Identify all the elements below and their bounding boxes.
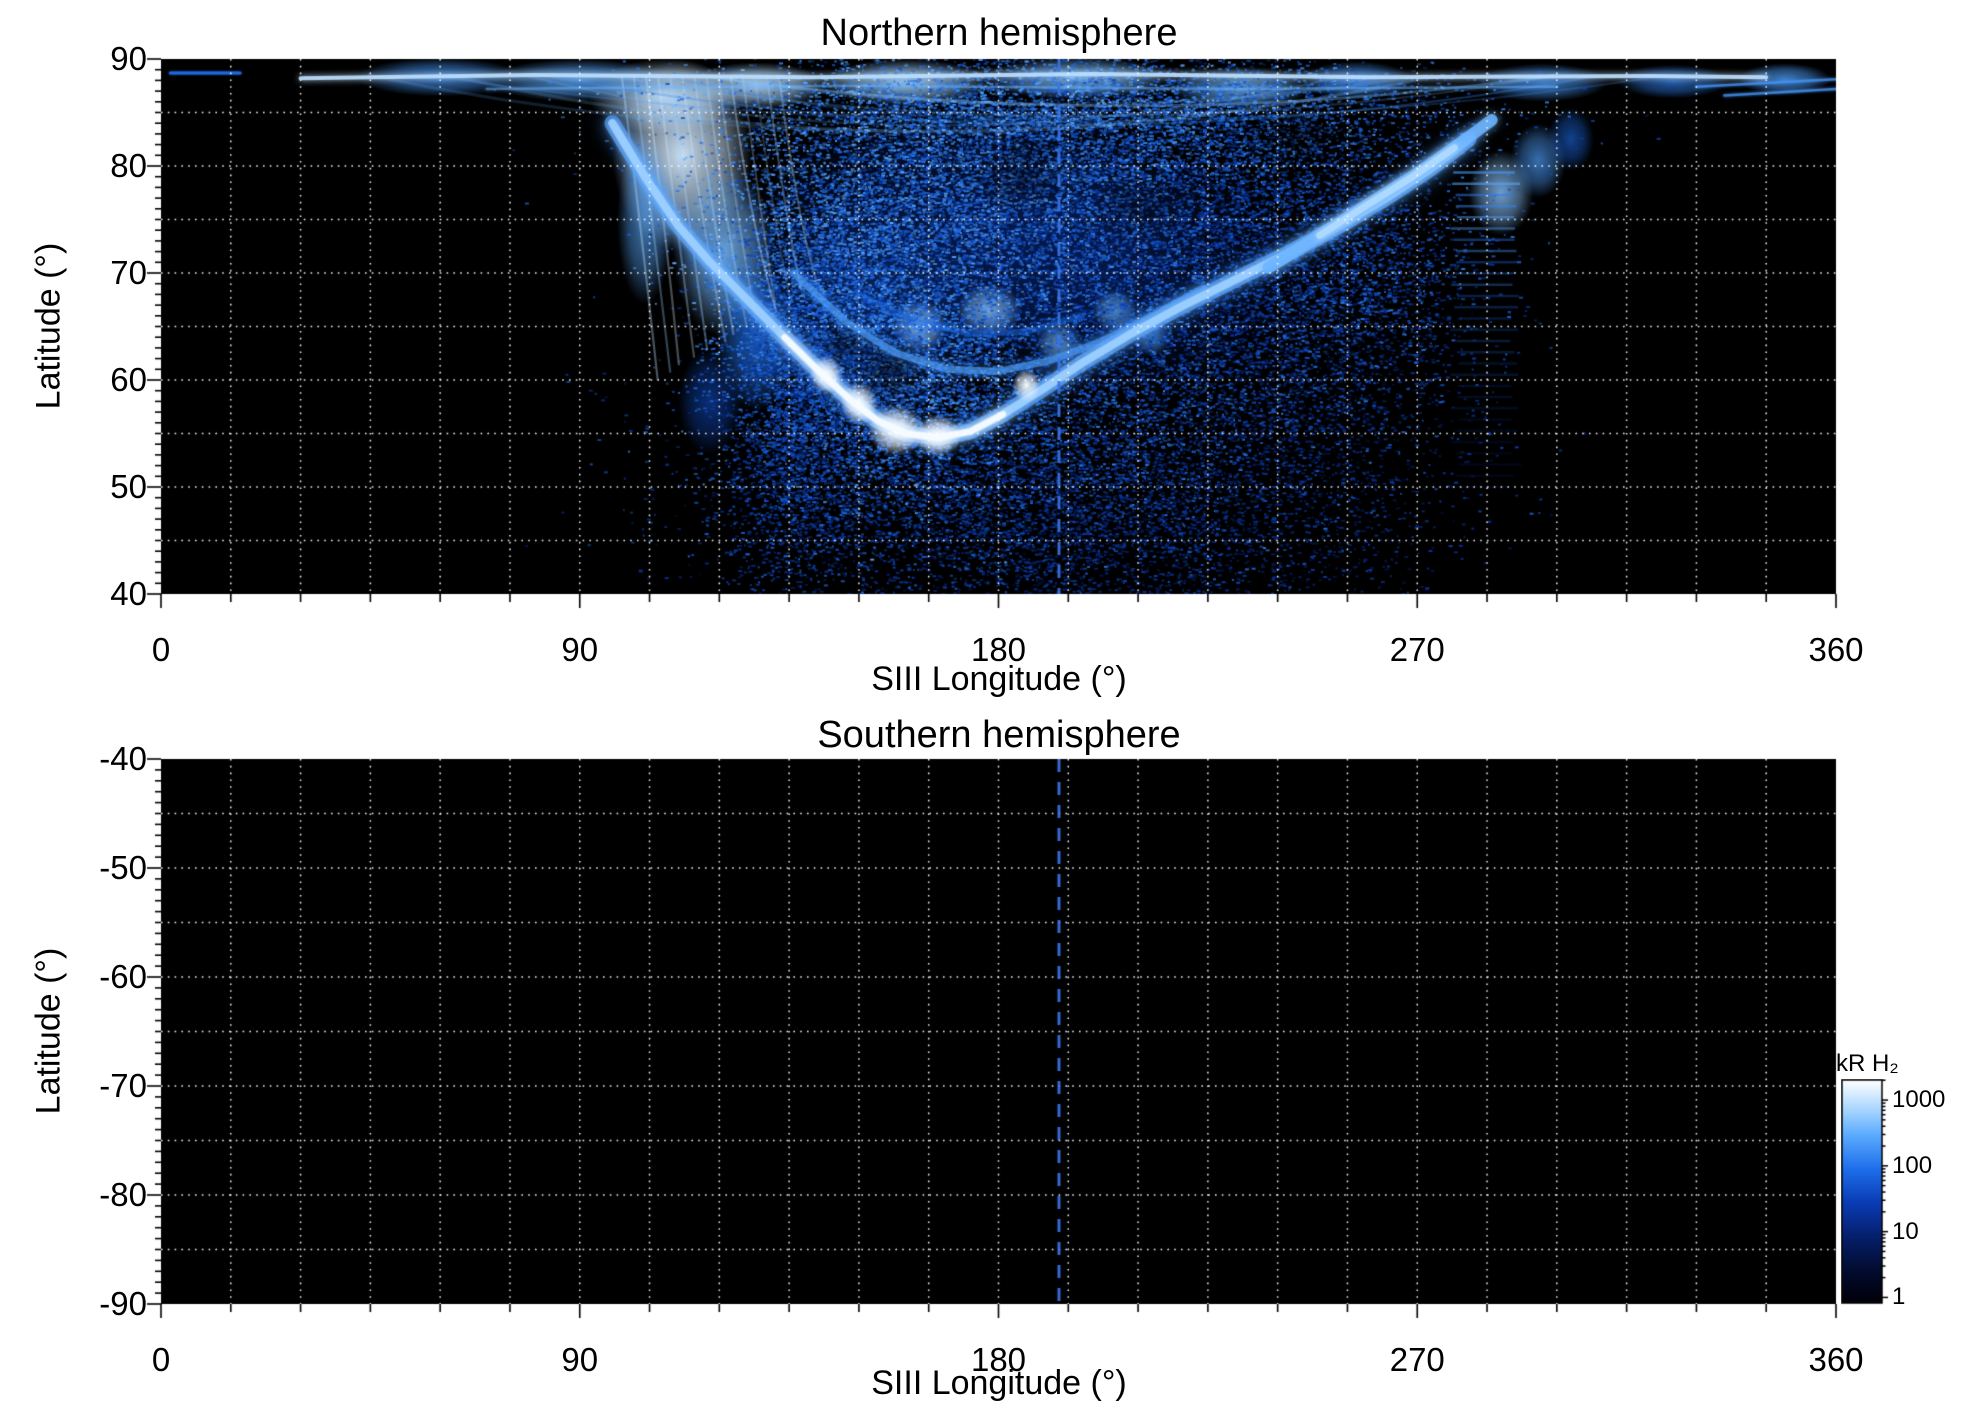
north-x-tick-label: 0 — [151, 631, 171, 668]
north-x-tick-label: 180 — [970, 631, 1027, 668]
south-y-tick-label: -90 — [99, 1285, 147, 1322]
north-x-axis-label: SIII Longitude (°) — [871, 660, 1127, 698]
south-y-tick-label: -40 — [99, 740, 147, 777]
north-x-tick-label: 360 — [1808, 631, 1864, 668]
southern-hemisphere-heatmap — [131, 729, 1866, 1334]
south-x-tick-label: 180 — [970, 1341, 1027, 1378]
north-x-tick-label: 90 — [561, 631, 599, 668]
south-x-tick-label: 360 — [1808, 1341, 1864, 1378]
colorbar-tick-label: 1 — [1892, 1283, 1906, 1311]
south-y-tick-label: -80 — [99, 1176, 147, 1213]
colorbar — [1841, 1079, 1891, 1305]
south-y-tick-label: -70 — [99, 1067, 147, 1104]
northern-hemisphere-heatmap — [131, 29, 1866, 624]
colorbar-tick-label: 1000 — [1892, 1086, 1946, 1114]
north-y-tick-label: 90 — [110, 40, 147, 77]
south-x-tick-label: 90 — [561, 1341, 599, 1378]
north-y-tick-label: 60 — [110, 361, 147, 398]
north-y-tick-label: 40 — [110, 575, 147, 612]
north-x-tick-label: 270 — [1389, 631, 1445, 668]
colorbar-unit-label: kR H₂ — [1836, 1050, 1899, 1077]
north-y-axis-label: Latitude (°) — [29, 242, 68, 410]
south-y-tick-label: -60 — [99, 958, 147, 995]
south-x-tick-label: 0 — [151, 1341, 171, 1378]
north-y-tick-label: 80 — [110, 147, 147, 184]
colorbar-tick-label: 10 — [1892, 1217, 1919, 1245]
colorbar-tick-label: 100 — [1892, 1151, 1933, 1179]
north-y-tick-label: 50 — [110, 468, 147, 505]
north-y-tick-label: 70 — [110, 254, 147, 291]
south-y-tick-label: -50 — [99, 849, 147, 886]
south-x-tick-label: 270 — [1389, 1341, 1445, 1378]
south-y-axis-label: Latitude (°) — [29, 947, 68, 1115]
south-x-axis-label: SIII Longitude (°) — [871, 1364, 1127, 1402]
